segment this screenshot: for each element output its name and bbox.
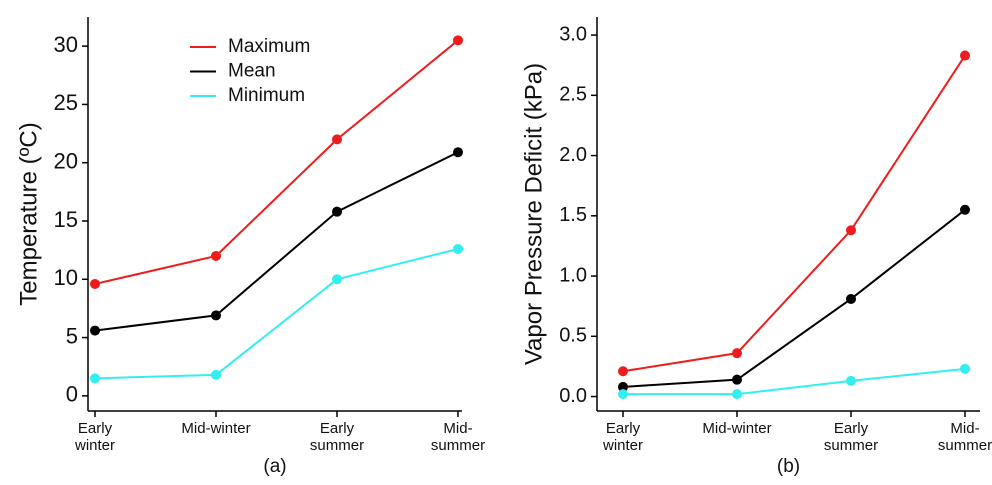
point bbox=[453, 35, 463, 46]
point bbox=[846, 375, 856, 386]
y-tick-label: 20 bbox=[54, 149, 78, 174]
y-tick-label: 5 bbox=[66, 323, 78, 348]
y-tick-label: 1.5 bbox=[559, 204, 587, 226]
x-tick-label: Early winter bbox=[602, 420, 643, 454]
y-tick-label: 2.5 bbox=[559, 84, 587, 106]
point bbox=[211, 250, 221, 261]
series-line bbox=[622, 55, 966, 373]
x-tick-label: Mid-winter bbox=[181, 420, 251, 437]
point bbox=[453, 243, 463, 254]
point bbox=[960, 363, 970, 374]
point bbox=[960, 204, 970, 215]
series-line bbox=[622, 208, 966, 388]
panel-label: (b) bbox=[777, 456, 800, 477]
y-axis-label: Temperature (ºC) bbox=[15, 122, 42, 305]
point bbox=[732, 374, 742, 385]
y-tick-label: 30 bbox=[54, 32, 78, 57]
series-line bbox=[94, 247, 459, 380]
point bbox=[90, 373, 100, 384]
point bbox=[332, 206, 342, 217]
series-line bbox=[94, 39, 459, 285]
point bbox=[846, 293, 856, 304]
point bbox=[618, 366, 628, 377]
y-tick-label: 25 bbox=[54, 90, 78, 115]
series-line bbox=[623, 367, 966, 396]
point bbox=[332, 134, 342, 145]
point bbox=[90, 325, 100, 336]
point bbox=[732, 348, 742, 359]
y-tick-label: 0.5 bbox=[559, 325, 587, 347]
y-tick-label: 0.0 bbox=[559, 385, 587, 407]
point bbox=[732, 389, 742, 400]
point bbox=[332, 274, 342, 285]
y-tick-label: 15 bbox=[54, 207, 78, 232]
point bbox=[211, 310, 221, 321]
legend-label: Maximum bbox=[228, 36, 310, 57]
x-tick-label: Early summer bbox=[823, 420, 879, 454]
x-tick-label: Mid- summer bbox=[430, 420, 486, 454]
x-tick-label: Mid- summer bbox=[937, 420, 992, 454]
y-tick-label: 10 bbox=[54, 265, 78, 290]
point bbox=[618, 381, 628, 392]
y-tick-label: 1.0 bbox=[559, 264, 587, 286]
point bbox=[618, 389, 628, 400]
point bbox=[211, 369, 221, 380]
y-tick-label: 0 bbox=[66, 382, 78, 407]
x-tick-label: Early summer bbox=[309, 420, 365, 454]
legend-label: Minimum bbox=[228, 85, 305, 106]
panel-label: (a) bbox=[263, 456, 286, 477]
point bbox=[846, 225, 856, 236]
point bbox=[960, 50, 970, 61]
point bbox=[90, 278, 100, 289]
y-tick-label: 2.0 bbox=[559, 144, 587, 166]
y-axis-label: Vapor Pressure Deficit (kPa) bbox=[520, 63, 547, 365]
point bbox=[453, 147, 463, 158]
x-tick-label: Mid-winter bbox=[702, 420, 772, 437]
series-line bbox=[94, 151, 459, 332]
y-tick-label: 3.0 bbox=[559, 23, 587, 45]
x-tick-label: Early winter bbox=[74, 420, 115, 454]
legend-label: Mean bbox=[228, 61, 276, 82]
